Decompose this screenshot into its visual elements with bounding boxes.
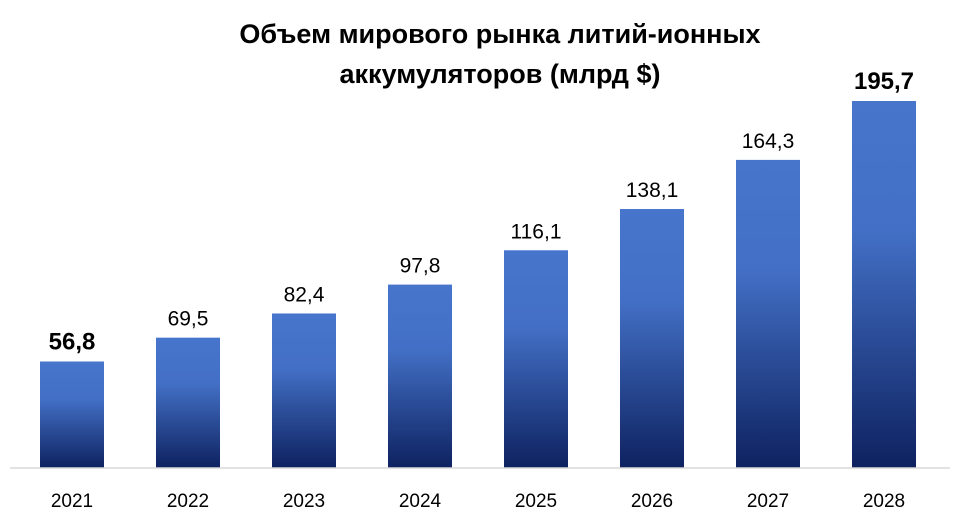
x-tick-label-2021: 2021 (51, 491, 93, 512)
data-label-2026: 138,1 (626, 179, 679, 202)
chart-title-line-2: аккумуляторов (млрд $) (339, 59, 661, 89)
bar-2026 (620, 209, 684, 468)
bar-2024 (388, 284, 452, 468)
bar-2021 (40, 361, 104, 468)
data-label-2025: 116,1 (511, 220, 562, 243)
x-tick-label-2025: 2025 (515, 491, 557, 512)
data-label-2027: 164,3 (742, 130, 795, 153)
bar-2022 (156, 337, 220, 468)
data-label-2023: 82,4 (284, 283, 325, 306)
data-label-2028: 195,7 (854, 68, 914, 95)
x-tick-label-2026: 2026 (631, 491, 673, 512)
x-tick-label-2027: 2027 (747, 491, 789, 512)
bar-2023 (272, 313, 336, 468)
bar-2025 (504, 250, 568, 468)
bar-2028 (852, 101, 916, 468)
data-label-2022: 69,5 (168, 308, 209, 331)
chart-title-line-1: Объем мирового рынка литий-ионных (239, 19, 761, 49)
x-tick-label-2028: 2028 (863, 491, 905, 512)
bars-group (40, 101, 916, 469)
bar-2027 (736, 159, 800, 469)
x-tick-label-2022: 2022 (167, 491, 209, 512)
labels-group: 56,8 2021 69,5 2022 82,4 2023 97,8 2024 116,1 202… (49, 68, 914, 512)
data-label-2021: 56,8 (49, 328, 96, 355)
x-tick-label-2023: 2023 (283, 491, 325, 512)
x-tick-label-2024: 2024 (399, 491, 442, 512)
data-label-2024: 97,8 (400, 255, 441, 278)
chart-title: Объем мирового рынка литий-ионных аккуму… (200, 14, 800, 94)
